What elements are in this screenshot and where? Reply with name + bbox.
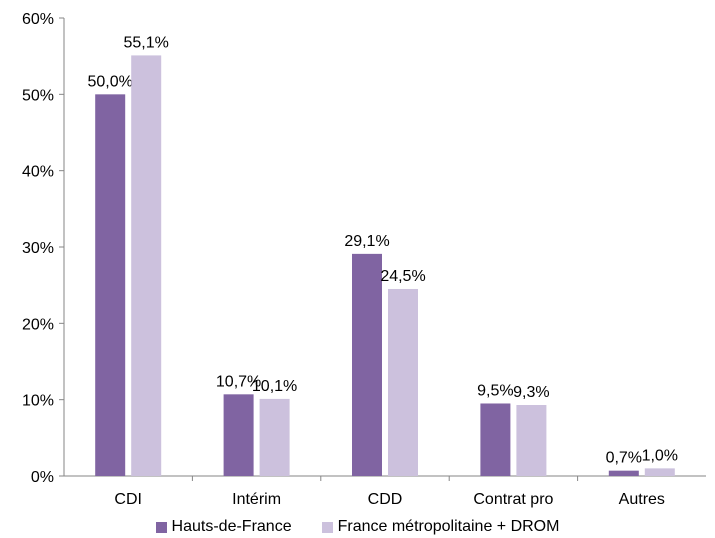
y-tick-label: 50%	[22, 87, 54, 104]
bar-hauts-de-france	[223, 394, 254, 476]
bar-france-metropolitaine	[259, 398, 290, 476]
data-label: 24,5%	[380, 268, 425, 285]
legend: Hauts-de-France France métropolitaine + …	[0, 517, 715, 537]
y-tick-label: 60%	[22, 11, 54, 28]
bar-hauts-de-france	[352, 253, 382, 476]
y-tick-label: 30%	[22, 240, 54, 257]
data-label: 55,1%	[124, 34, 169, 51]
data-label: 0,7%	[606, 450, 642, 467]
bar-hauts-de-france	[480, 403, 511, 476]
legend-swatch-france-metropolitaine	[321, 521, 333, 533]
data-label: 9,3%	[513, 384, 549, 401]
legend-item-france-metropolitaine: France métropolitaine + DROM	[321, 518, 560, 536]
data-label: 10,1%	[252, 378, 297, 395]
bar-hauts-de-france	[608, 470, 639, 476]
legend-label-hauts-de-france: Hauts-de-France	[171, 518, 292, 535]
x-category-label: Autres	[619, 491, 665, 508]
x-category-label: CDI	[114, 491, 142, 508]
data-label: 10,7%	[216, 373, 261, 390]
x-category-label: Contrat pro	[473, 491, 553, 508]
y-tick-label: 10%	[22, 393, 54, 410]
bar-chart: 0% 10% 20% 30% 40% 50% 60% CDI 50,0% 55,1% Intérim…	[22, 11, 706, 508]
legend-item-hauts-de-france: Hauts-de-France	[155, 518, 292, 536]
y-tick-label: 40%	[22, 164, 54, 181]
data-label: 29,1%	[344, 233, 389, 250]
data-label: 50,0%	[88, 73, 133, 90]
legend-label-france-metropolitaine: France métropolitaine + DROM	[337, 518, 560, 535]
x-category-label: CDD	[368, 491, 403, 508]
bar-france-metropolitaine	[388, 288, 418, 476]
x-category-label: Intérim	[232, 491, 281, 508]
y-tick-label: 0%	[31, 469, 54, 486]
bar-france-metropolitaine	[516, 405, 547, 476]
bar-hauts-de-france	[95, 94, 126, 476]
bar-france-metropolitaine	[131, 55, 162, 477]
y-tick-label: 20%	[22, 316, 54, 333]
bar-france-metropolitaine	[644, 468, 675, 476]
data-label: 1,0%	[642, 447, 678, 464]
data-label: 9,5%	[477, 382, 513, 399]
legend-swatch-hauts-de-france	[155, 521, 167, 533]
